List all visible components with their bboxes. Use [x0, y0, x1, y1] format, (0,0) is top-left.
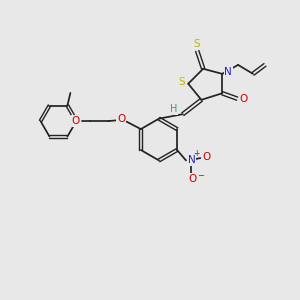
Text: O: O	[202, 152, 210, 163]
Text: +: +	[194, 149, 200, 158]
Text: O: O	[189, 174, 197, 184]
Text: O: O	[117, 114, 125, 124]
Text: N: N	[224, 68, 232, 77]
Text: −: −	[197, 172, 204, 181]
Text: S: S	[193, 39, 200, 49]
Text: O: O	[240, 94, 248, 104]
Text: S: S	[178, 77, 185, 87]
Text: H: H	[169, 104, 177, 114]
Text: N: N	[188, 155, 195, 165]
Text: O: O	[72, 116, 80, 126]
